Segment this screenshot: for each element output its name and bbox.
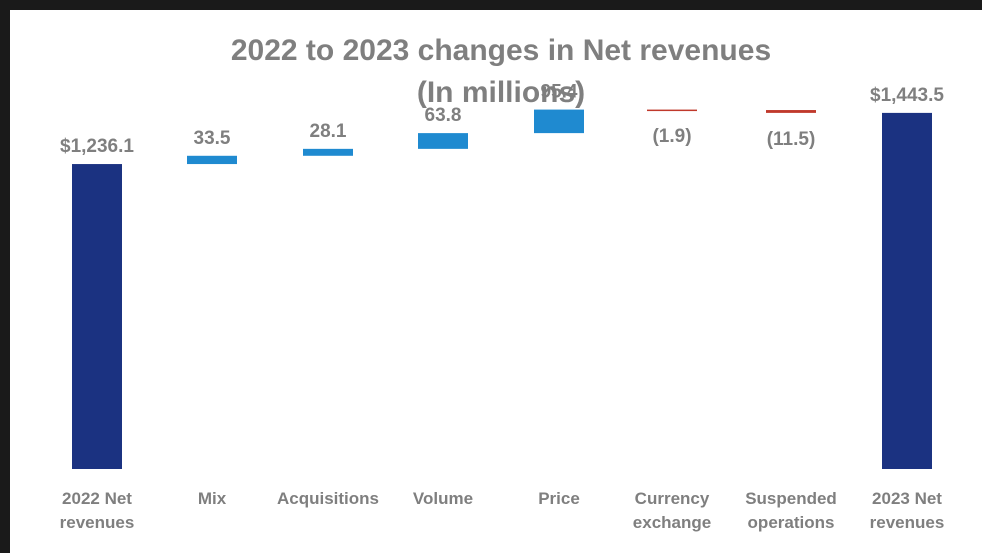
value-label-1: 33.5 [194,128,231,149]
chart-subtitle: (In millions) [416,76,586,109]
bar-7 [882,112,932,469]
category-label-7-line-1: revenues [870,513,945,532]
bar-0 [72,164,122,469]
value-label-0: $1,236.1 [60,136,134,157]
bar-2 [303,148,353,156]
category-label-7-line-0: 2023 Net [872,489,942,508]
bar-1 [187,155,237,165]
value-label-7: $1,443.5 [870,85,944,106]
value-label-3: 63.8 [425,105,462,126]
chart-title: 2022 to 2023 changes in Net revenues [230,34,772,67]
category-label-5-line-1: exchange [633,513,711,532]
value-label-2: 28.1 [310,121,347,142]
bar-4 [534,109,584,134]
category-label-6-line-0: Suspended [745,489,837,508]
bar-5 [647,109,697,112]
category-label-1: Mix [198,489,227,508]
category-label-0-line-0: 2022 Net [62,489,132,508]
value-label-5: (1.9) [652,126,691,147]
category-label-6-line-1: operations [748,513,835,532]
value-label-4: 95.4 [541,82,578,103]
value-label-6: (11.5) [767,129,816,150]
category-label-0-line-1: revenues [60,513,135,532]
category-label-3: Volume [413,489,473,508]
bar-6 [766,110,816,113]
category-label-2: Acquisitions [277,489,379,508]
bar-3 [418,133,468,149]
category-label-5-line-0: Currency [635,489,710,508]
category-label-4: Price [538,489,580,508]
